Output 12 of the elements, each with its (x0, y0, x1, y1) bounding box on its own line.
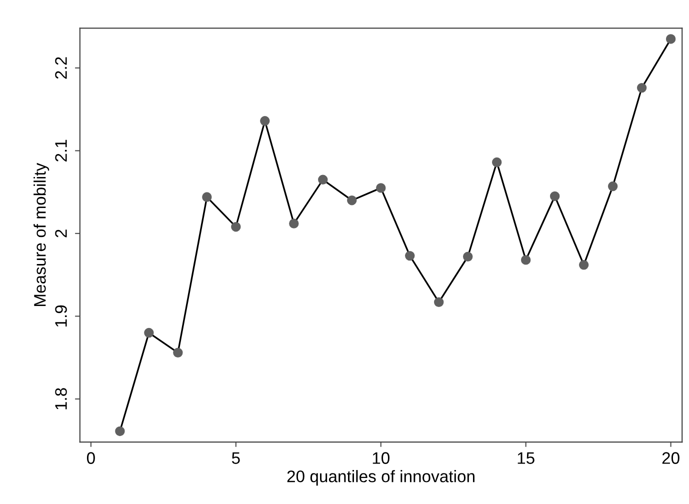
y-axis-title: Measure of mobility (34, 162, 50, 306)
y-tick-label: 2 (55, 230, 67, 238)
y-tick-label: 1.8 (55, 388, 67, 410)
x-tick-label: 15 (518, 452, 534, 464)
x-tick-label: 0 (86, 452, 95, 464)
y-tick-label: 2.1 (55, 140, 67, 162)
y-tick-label: 2.2 (55, 57, 67, 79)
y-tick-label: 1.9 (55, 305, 67, 327)
x-tick-label: 20 (662, 452, 680, 464)
x-tick-label: 5 (232, 452, 240, 464)
x-axis-title: 20 quantiles of innovation (287, 470, 474, 486)
x-tick-label: 10 (372, 452, 390, 464)
